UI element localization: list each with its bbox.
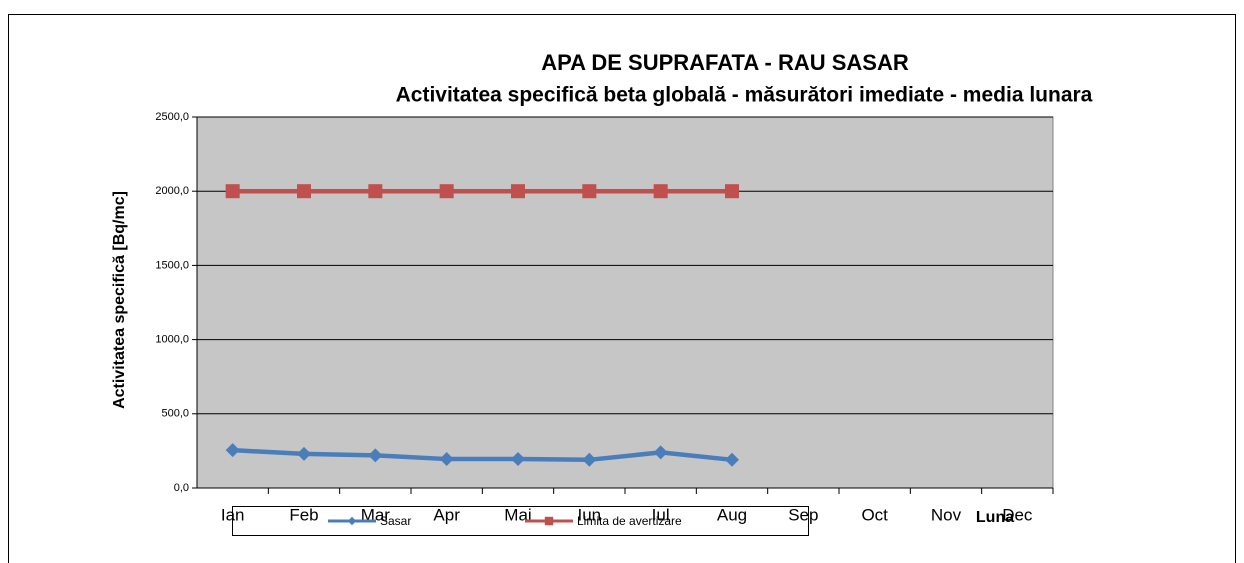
marker [297, 446, 311, 461]
x-tick-label: Sep [788, 505, 818, 524]
x-axis-label: Luna [976, 509, 1014, 526]
x-tick-label: Ian [221, 505, 245, 524]
x-tick-label: Apr [433, 505, 460, 524]
x-tick-label: Oct [861, 505, 888, 524]
marker [368, 184, 383, 199]
series-line [232, 447, 733, 463]
marker [225, 184, 240, 199]
chart-subtitle: Activitatea specifică beta globală - măs… [396, 84, 1093, 107]
x-tick-label: Mai [504, 505, 531, 524]
marker [544, 516, 554, 526]
marker [511, 452, 525, 467]
x-tick-label: Nov [931, 505, 962, 524]
marker [582, 184, 597, 199]
marker [725, 452, 739, 467]
y-tick-label: 0,0 [174, 482, 189, 494]
legend-label: Limita de avertizare [577, 514, 682, 528]
x-tick-label: Dec [1002, 505, 1033, 524]
marker [511, 184, 525, 199]
marker [653, 184, 668, 199]
marker [225, 443, 240, 458]
x-tick-label: Iun [578, 505, 602, 524]
marker [439, 452, 454, 467]
marker [653, 445, 668, 460]
y-tick-label: 2500,0 [155, 111, 189, 123]
x-tick-label: Feb [289, 505, 318, 524]
y-tick-label: 2000,0 [155, 185, 189, 197]
y-tick-label: 500,0 [161, 408, 189, 420]
marker [582, 452, 597, 467]
marker [439, 184, 454, 199]
marker [297, 184, 311, 199]
marker [725, 184, 739, 199]
marker [347, 516, 357, 526]
y-tick-label: 1500,0 [155, 259, 189, 271]
y-tick-label: 1000,0 [155, 334, 189, 346]
legend-label: Sasar [380, 514, 411, 528]
x-tick-label: Aug [717, 505, 747, 524]
y-axis-label: Activitatea specifică [Bq/mc] [111, 191, 128, 409]
marker [368, 448, 383, 463]
x-tick-label: Iul [652, 505, 670, 524]
chart-title: APA DE SUPRAFATA - RAU SASAR [541, 50, 909, 75]
plot-area [196, 116, 1054, 489]
